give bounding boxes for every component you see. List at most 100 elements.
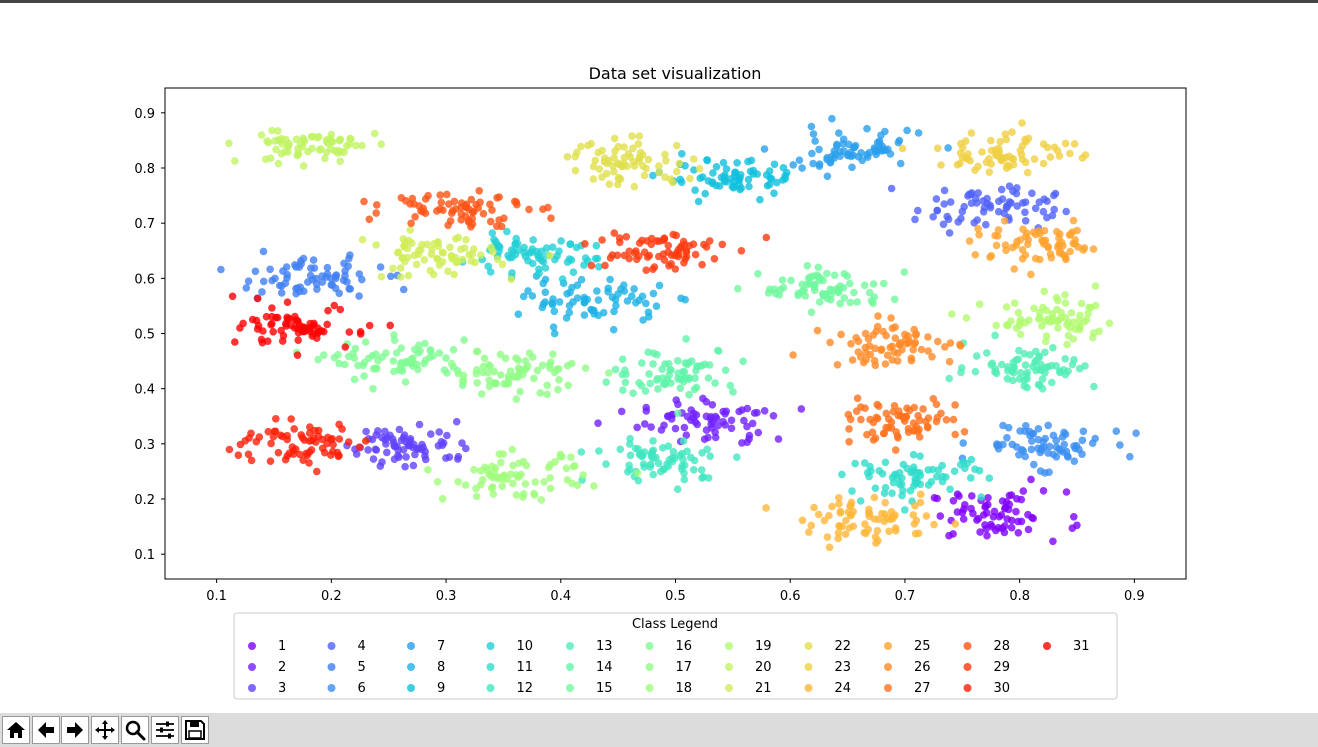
data-point (887, 508, 896, 516)
data-point (612, 301, 620, 310)
series-16 (292, 331, 468, 393)
forward-button[interactable] (61, 716, 89, 744)
configure-subplots-button[interactable] (151, 716, 179, 744)
data-point (862, 348, 870, 357)
data-point (642, 266, 650, 275)
data-point (693, 362, 701, 371)
data-point (452, 417, 461, 426)
data-point (940, 186, 949, 195)
data-point (225, 445, 234, 454)
data-point (464, 218, 473, 226)
data-point (550, 329, 559, 338)
data-point (475, 187, 484, 195)
data-point (433, 478, 442, 486)
data-point (951, 430, 959, 439)
x-tick-label: 0.3 (436, 589, 457, 604)
data-point (1050, 143, 1059, 152)
data-point (558, 275, 567, 283)
data-point (828, 114, 836, 123)
data-point (674, 369, 682, 378)
data-point (838, 470, 846, 479)
data-point (681, 295, 689, 304)
legend-marker (645, 684, 654, 692)
data-point (330, 353, 339, 362)
back-button[interactable] (32, 716, 60, 744)
data-point (819, 291, 828, 300)
data-point (1075, 364, 1084, 373)
data-point (1030, 155, 1039, 163)
data-point (1067, 309, 1076, 317)
data-point (1028, 189, 1036, 198)
data-point (676, 175, 684, 184)
data-point (592, 241, 601, 250)
data-point (503, 227, 511, 236)
data-point (369, 385, 377, 393)
data-point (372, 241, 381, 249)
data-point (315, 132, 323, 141)
data-point (502, 380, 511, 388)
data-point (994, 207, 1003, 216)
data-point (945, 531, 953, 540)
series-8 (514, 272, 689, 338)
data-point (774, 435, 783, 443)
data-point (679, 455, 687, 464)
data-point (225, 139, 233, 148)
data-point (358, 141, 366, 150)
legend-label: 8 (437, 660, 445, 675)
data-point (377, 140, 386, 148)
data-point (1088, 439, 1097, 448)
data-point (407, 219, 415, 228)
data-point (236, 324, 244, 332)
data-point (770, 160, 779, 169)
zoom-button[interactable] (121, 716, 149, 744)
data-point (259, 247, 268, 256)
data-point (396, 273, 405, 281)
data-point (272, 415, 280, 423)
data-point (445, 200, 453, 208)
data-point (334, 146, 342, 155)
legend-marker (963, 684, 972, 692)
data-point (620, 287, 629, 295)
data-point (1043, 143, 1052, 152)
data-point (807, 122, 816, 131)
data-point (967, 455, 976, 464)
data-point (290, 324, 299, 332)
data-point (1014, 355, 1023, 364)
data-point (940, 200, 948, 208)
legend-marker (884, 684, 892, 692)
data-point (267, 439, 275, 448)
data-point (888, 342, 896, 351)
data-point (509, 479, 517, 488)
data-point (231, 338, 239, 346)
data-point (274, 448, 283, 457)
legend-item-11: 11 (486, 660, 533, 675)
data-point (617, 407, 626, 416)
data-point (299, 134, 307, 143)
data-point (1057, 308, 1065, 317)
data-point (356, 328, 365, 336)
data-point (1018, 119, 1026, 127)
legend-item-5: 5 (327, 660, 366, 675)
data-point (266, 265, 274, 274)
home-button[interactable] (2, 716, 30, 744)
data-point (953, 508, 962, 516)
data-point (558, 452, 566, 461)
data-point (549, 350, 557, 359)
save-button[interactable] (181, 716, 209, 744)
legend-marker (884, 642, 892, 650)
data-point (1034, 425, 1043, 433)
data-point (361, 338, 370, 346)
data-point (915, 425, 923, 434)
data-point (581, 254, 590, 262)
data-point (231, 157, 239, 165)
data-point (781, 172, 789, 180)
data-point (309, 256, 318, 264)
pan-button[interactable] (91, 716, 119, 744)
data-point (867, 467, 875, 475)
data-point (937, 161, 945, 169)
data-point (1044, 363, 1052, 371)
data-point (1066, 247, 1074, 256)
data-point (708, 417, 717, 426)
data-point (992, 321, 1000, 330)
data-point (680, 374, 689, 383)
